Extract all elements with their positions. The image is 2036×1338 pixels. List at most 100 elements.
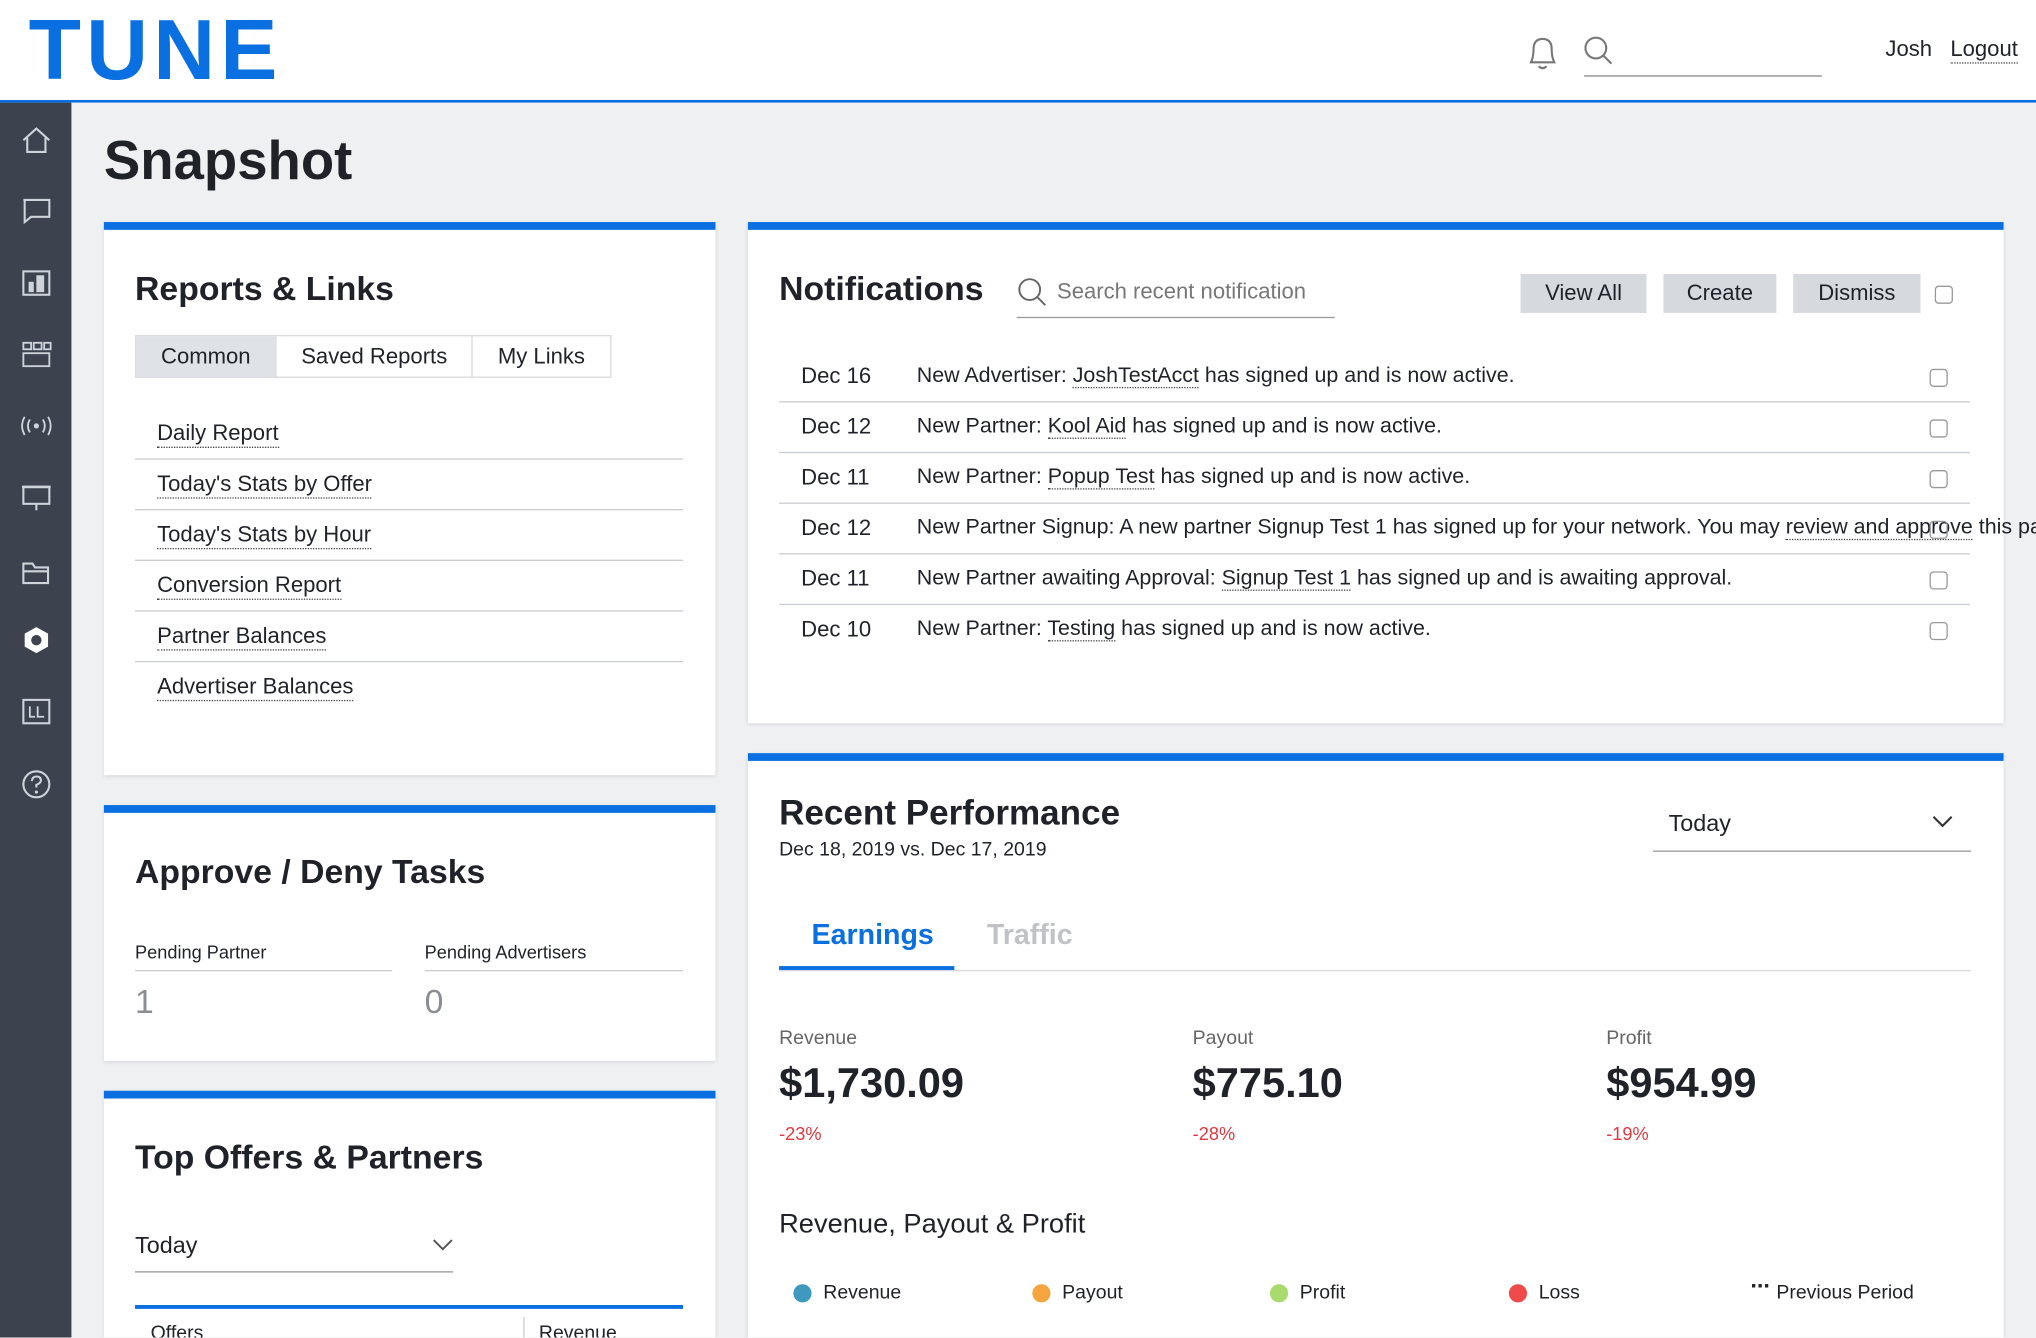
row-checkbox[interactable] [1929, 520, 1948, 539]
search-underline [1016, 316, 1335, 319]
tab[interactable]: Traffic [986, 918, 1073, 951]
notification-text: New Partner Signup: A new partner Signup… [916, 508, 2036, 548]
row-checkbox[interactable] [1929, 368, 1948, 387]
search-icon [1018, 278, 1046, 306]
metric-change: -28% [1192, 1123, 1236, 1144]
logout-link[interactable]: Logout [1950, 36, 2018, 64]
column-header: Offers [150, 1321, 204, 1338]
row-checkbox[interactable] [1929, 470, 1948, 489]
row-checkbox[interactable] [1929, 621, 1948, 641]
text: New Partner: [916, 616, 1048, 641]
row-checkbox[interactable] [1929, 571, 1948, 590]
notification-link[interactable]: Signup Test 1 [1221, 566, 1352, 591]
chevron [433, 1239, 453, 1251]
search-underline [1584, 75, 1822, 77]
nav-display[interactable] [19, 482, 53, 513]
tab[interactable]: Saved Reports [275, 336, 472, 377]
report-link[interactable]: Daily Report [157, 421, 279, 448]
text: New Partner Signup: A new partner Signup… [916, 515, 1786, 539]
user-name[interactable]: Josh [1885, 36, 1933, 62]
notification-date: Dec 16 [801, 363, 872, 389]
tab-active[interactable]: Common [136, 336, 276, 377]
card-title: Top Offers & Partners [135, 1137, 484, 1177]
text: has signed up and is now active. [1126, 414, 1442, 438]
column-divider [523, 1316, 525, 1338]
notification-row: Dec 12 New Partner: Kool Aid has signed u… [779, 403, 1970, 454]
nav-offers[interactable] [19, 339, 53, 370]
page-title: Snapshot [103, 129, 353, 191]
legend-dot [1032, 1284, 1051, 1303]
legend-label: Revenue [823, 1281, 902, 1304]
notification-date: Dec 11 [801, 566, 870, 591]
nav-files[interactable] [19, 557, 53, 588]
text: has signed up and is now active. [1198, 363, 1515, 387]
column-header: Revenue [538, 1321, 617, 1338]
report-link[interactable]: Today's Stats by Offer [157, 471, 372, 499]
notification-link[interactable]: Kool Aid [1047, 414, 1127, 439]
nav-messages[interactable] [19, 195, 53, 226]
dropdown-underline [135, 1271, 454, 1273]
metric-change: -23% [779, 1123, 822, 1144]
nav-signal[interactable] [19, 410, 53, 441]
table-top-border [135, 1304, 684, 1309]
report-links: Daily Report Today's Stats by Offer Today'… [135, 409, 684, 712]
text: New Partner awaiting Approval: [916, 566, 1222, 590]
reports-card [103, 222, 716, 776]
nav-reports[interactable] [19, 267, 53, 298]
report-link[interactable]: Advertiser Balances [157, 674, 354, 702]
text: has signed up and is now active. [1154, 464, 1471, 489]
metric-label: Revenue [779, 1027, 858, 1050]
search-input[interactable]: Search recent notification [1056, 279, 1307, 304]
legend-dot [1269, 1284, 1289, 1303]
nav-settings[interactable] [19, 625, 53, 656]
button[interactable]: Create [1663, 273, 1777, 313]
notification-link[interactable]: review and approve [1785, 515, 1973, 541]
button[interactable]: View All [1520, 273, 1647, 313]
bell-icon[interactable] [1524, 34, 1560, 73]
search-icon[interactable] [1583, 35, 1614, 66]
button[interactable]: Dismiss [1793, 273, 1921, 313]
link-row: Daily Report [135, 409, 684, 460]
link-row: Today's Stats by Offer [135, 460, 684, 511]
card-title: Recent Performance [779, 793, 1121, 833]
notification-row: Dec 16 New Advertiser: JoshTestAcct has s… [779, 352, 1970, 403]
link-row: Conversion Report [135, 561, 684, 612]
legend-dot [1508, 1284, 1528, 1303]
notification-link[interactable]: Testing [1047, 616, 1116, 642]
notification-row: Dec 11 New Partner: Popup Test has signed… [779, 453, 1970, 504]
report-link[interactable]: Today's Stats by Hour [157, 522, 372, 550]
tab-active[interactable]: Earnings [811, 918, 934, 951]
legend-dot [793, 1284, 812, 1303]
metric-value: $1,730.09 [779, 1059, 964, 1107]
report-link[interactable]: Conversion Report [157, 573, 342, 600]
sidebar [0, 102, 72, 1338]
nav-home[interactable] [19, 125, 53, 156]
notification-link[interactable]: JoshTestAcct [1072, 363, 1199, 389]
metric-value: $954.99 [1606, 1059, 1757, 1107]
logo[interactable]: TUNE [28, 1, 283, 98]
legend-label: Loss [1538, 1281, 1580, 1304]
task-count: 1 [135, 981, 154, 1021]
card-title: Notifications [779, 268, 984, 308]
legend-label: Profit [1299, 1281, 1346, 1304]
report-link[interactable]: Partner Balances [157, 623, 327, 651]
select-all-checkbox[interactable] [1934, 285, 1953, 304]
metric-value: $775.10 [1192, 1059, 1343, 1107]
text: New Partner: [916, 414, 1048, 438]
nav-table[interactable] [19, 696, 53, 727]
row-checkbox[interactable] [1929, 419, 1948, 438]
notification-text: New Advertiser: JoshTestAcct has signed … [917, 356, 1878, 396]
period-dropdown[interactable]: Today [135, 1232, 198, 1259]
legend-label: Previous Period [1776, 1281, 1914, 1304]
nav-help[interactable] [19, 769, 53, 800]
link-row: Partner Balances [135, 612, 684, 663]
notification-link[interactable]: Popup Test [1047, 464, 1155, 490]
tab[interactable]: My Links [471, 336, 610, 377]
notification-date: Dec 12 [801, 414, 872, 439]
notification-list: Dec 16 New Advertiser: JoshTestAcct has s… [779, 352, 2036, 655]
period-dropdown[interactable]: Today [1668, 810, 1731, 837]
tabs-divider [779, 969, 1972, 972]
notification-row: Dec 10 New Partner: Testing has signed up… [779, 605, 1970, 654]
